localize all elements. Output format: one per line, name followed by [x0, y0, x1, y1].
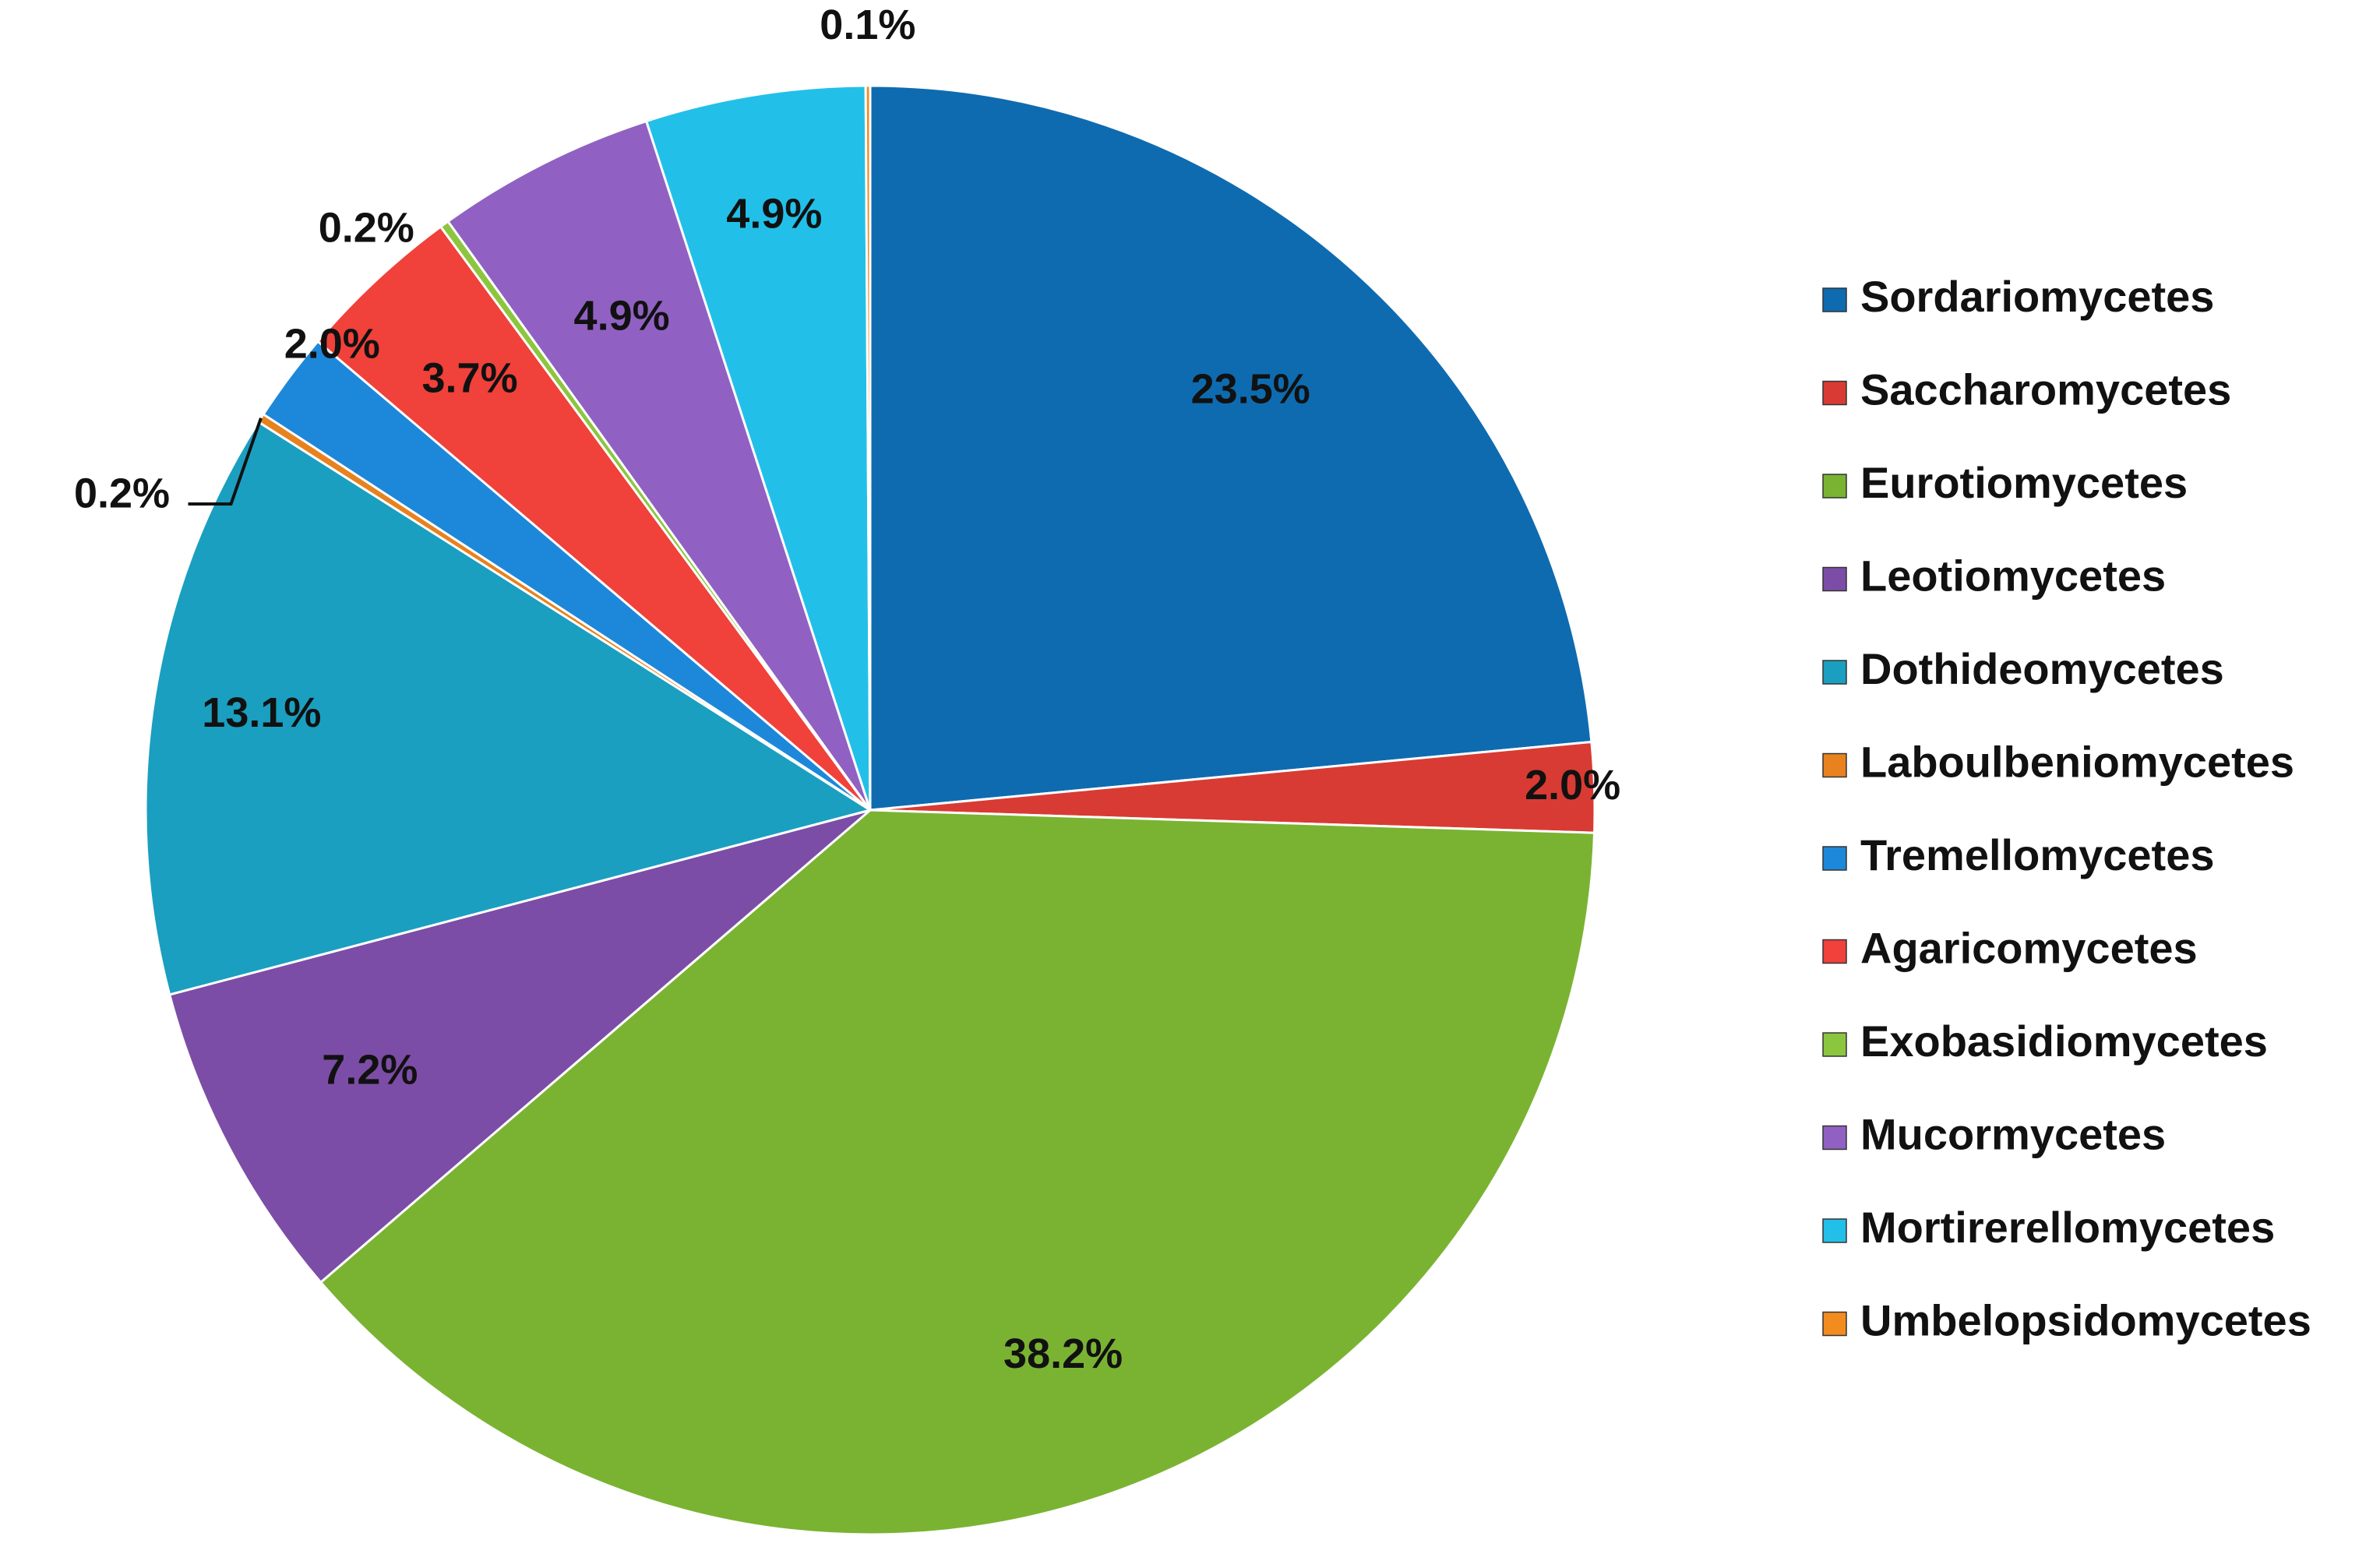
legend-label-laboulbeniomycetes: Laboulbeniomycetes [1860, 737, 2294, 786]
legend-label-exobasidiomycetes: Exobasidiomycetes [1860, 1017, 2268, 1066]
legend-label-mortirerellomycetes: Mortirerellomycetes [1860, 1203, 2275, 1252]
slice-labels: 23.5% 2.0% 38.2% 7.2% 13.1% 0.2% 2.0% 3.7% 0.2% 4… [74, 2, 1620, 1377]
slice-label-tremellomycetes: 2.0% [284, 321, 380, 368]
legend-label-saccharomycetes: Saccharomycetes [1860, 365, 2231, 414]
slice-label-umbelopsidomycetes: 0.1% [820, 2, 915, 48]
pie-slice-dothideomycetes [144, 420, 873, 996]
legend-swatch-umbelopsidomycetes [1822, 1311, 1847, 1337]
slice-label-saccharomycetes: 2.0% [1525, 762, 1620, 809]
legend-swatch-exobasidiomycetes [1822, 1032, 1847, 1057]
pie-slice-agaricomycetes [316, 224, 872, 812]
pie-slice-mortirerellomycetes [644, 84, 872, 811]
legend-swatch-mortirerellomycetes [1822, 1218, 1847, 1243]
legend-label-dothideomycetes: Dothideomycetes [1860, 644, 2224, 693]
slice-label-exobasidiomycetes: 0.2% [319, 204, 414, 251]
legend-swatch-eurotiomycetes [1822, 474, 1847, 499]
pie-slice-eurotiomycetes [319, 809, 1596, 1536]
legend-label-mucormycetes: Mucormycetes [1860, 1109, 2166, 1158]
legend-swatch-sordariomycetes [1822, 287, 1847, 312]
pie-slice-umbelopsidomycetes [864, 84, 872, 811]
slice-label-laboulbeniomycetes: 0.2% [74, 470, 170, 516]
pie-slices [144, 84, 1596, 1536]
slice-label-mortirerellomycetes: 4.9% [726, 190, 822, 237]
pie-slice-leotiomycetes [167, 809, 871, 1284]
slice-label-agaricomycetes: 3.7% [422, 355, 518, 402]
pie-slice-sordariomycetes [869, 84, 1593, 812]
legend-label-eurotiomycetes: Eurotiomycetes [1860, 458, 2188, 507]
legend-swatch-saccharomycetes [1822, 380, 1847, 406]
legend-label-agaricomycetes: Agaricomycetes [1860, 923, 2198, 972]
slice-label-sordariomycetes: 23.5% [1191, 366, 1310, 413]
pie-slice-mucormycetes [446, 119, 872, 811]
legend-swatch-tremellomycetes [1822, 846, 1847, 871]
legend-swatch-leotiomycetes [1822, 566, 1847, 592]
leader-line-laboulbeniomycetes [188, 418, 263, 506]
legend-swatch-mucormycetes [1822, 1125, 1847, 1150]
legend-label-sordariomycetes: Sordariomycetes [1860, 272, 2214, 321]
legend-label-leotiomycetes: Leotiomycetes [1860, 551, 2166, 600]
legend-label-umbelopsidomycetes: Umbelopsidomycetes [1860, 1295, 2311, 1344]
slice-label-mucormycetes: 4.9% [574, 292, 670, 339]
legend: Sordariomycetes Saccharomycetes Eurotiomyc… [1822, 272, 2311, 1344]
legend-label-tremellomycetes: Tremellomycetes [1860, 830, 2214, 879]
legend-swatch-dothideomycetes [1822, 660, 1847, 685]
slice-label-eurotiomycetes: 38.2% [1003, 1330, 1123, 1377]
leader-lines [188, 418, 263, 506]
legend-swatch-agaricomycetes [1822, 939, 1847, 964]
slice-label-leotiomycetes: 7.2% [322, 1047, 418, 1094]
legend-swatch-laboulbeniomycetes [1822, 752, 1847, 778]
slice-label-dothideomycetes: 13.1% [202, 689, 321, 736]
